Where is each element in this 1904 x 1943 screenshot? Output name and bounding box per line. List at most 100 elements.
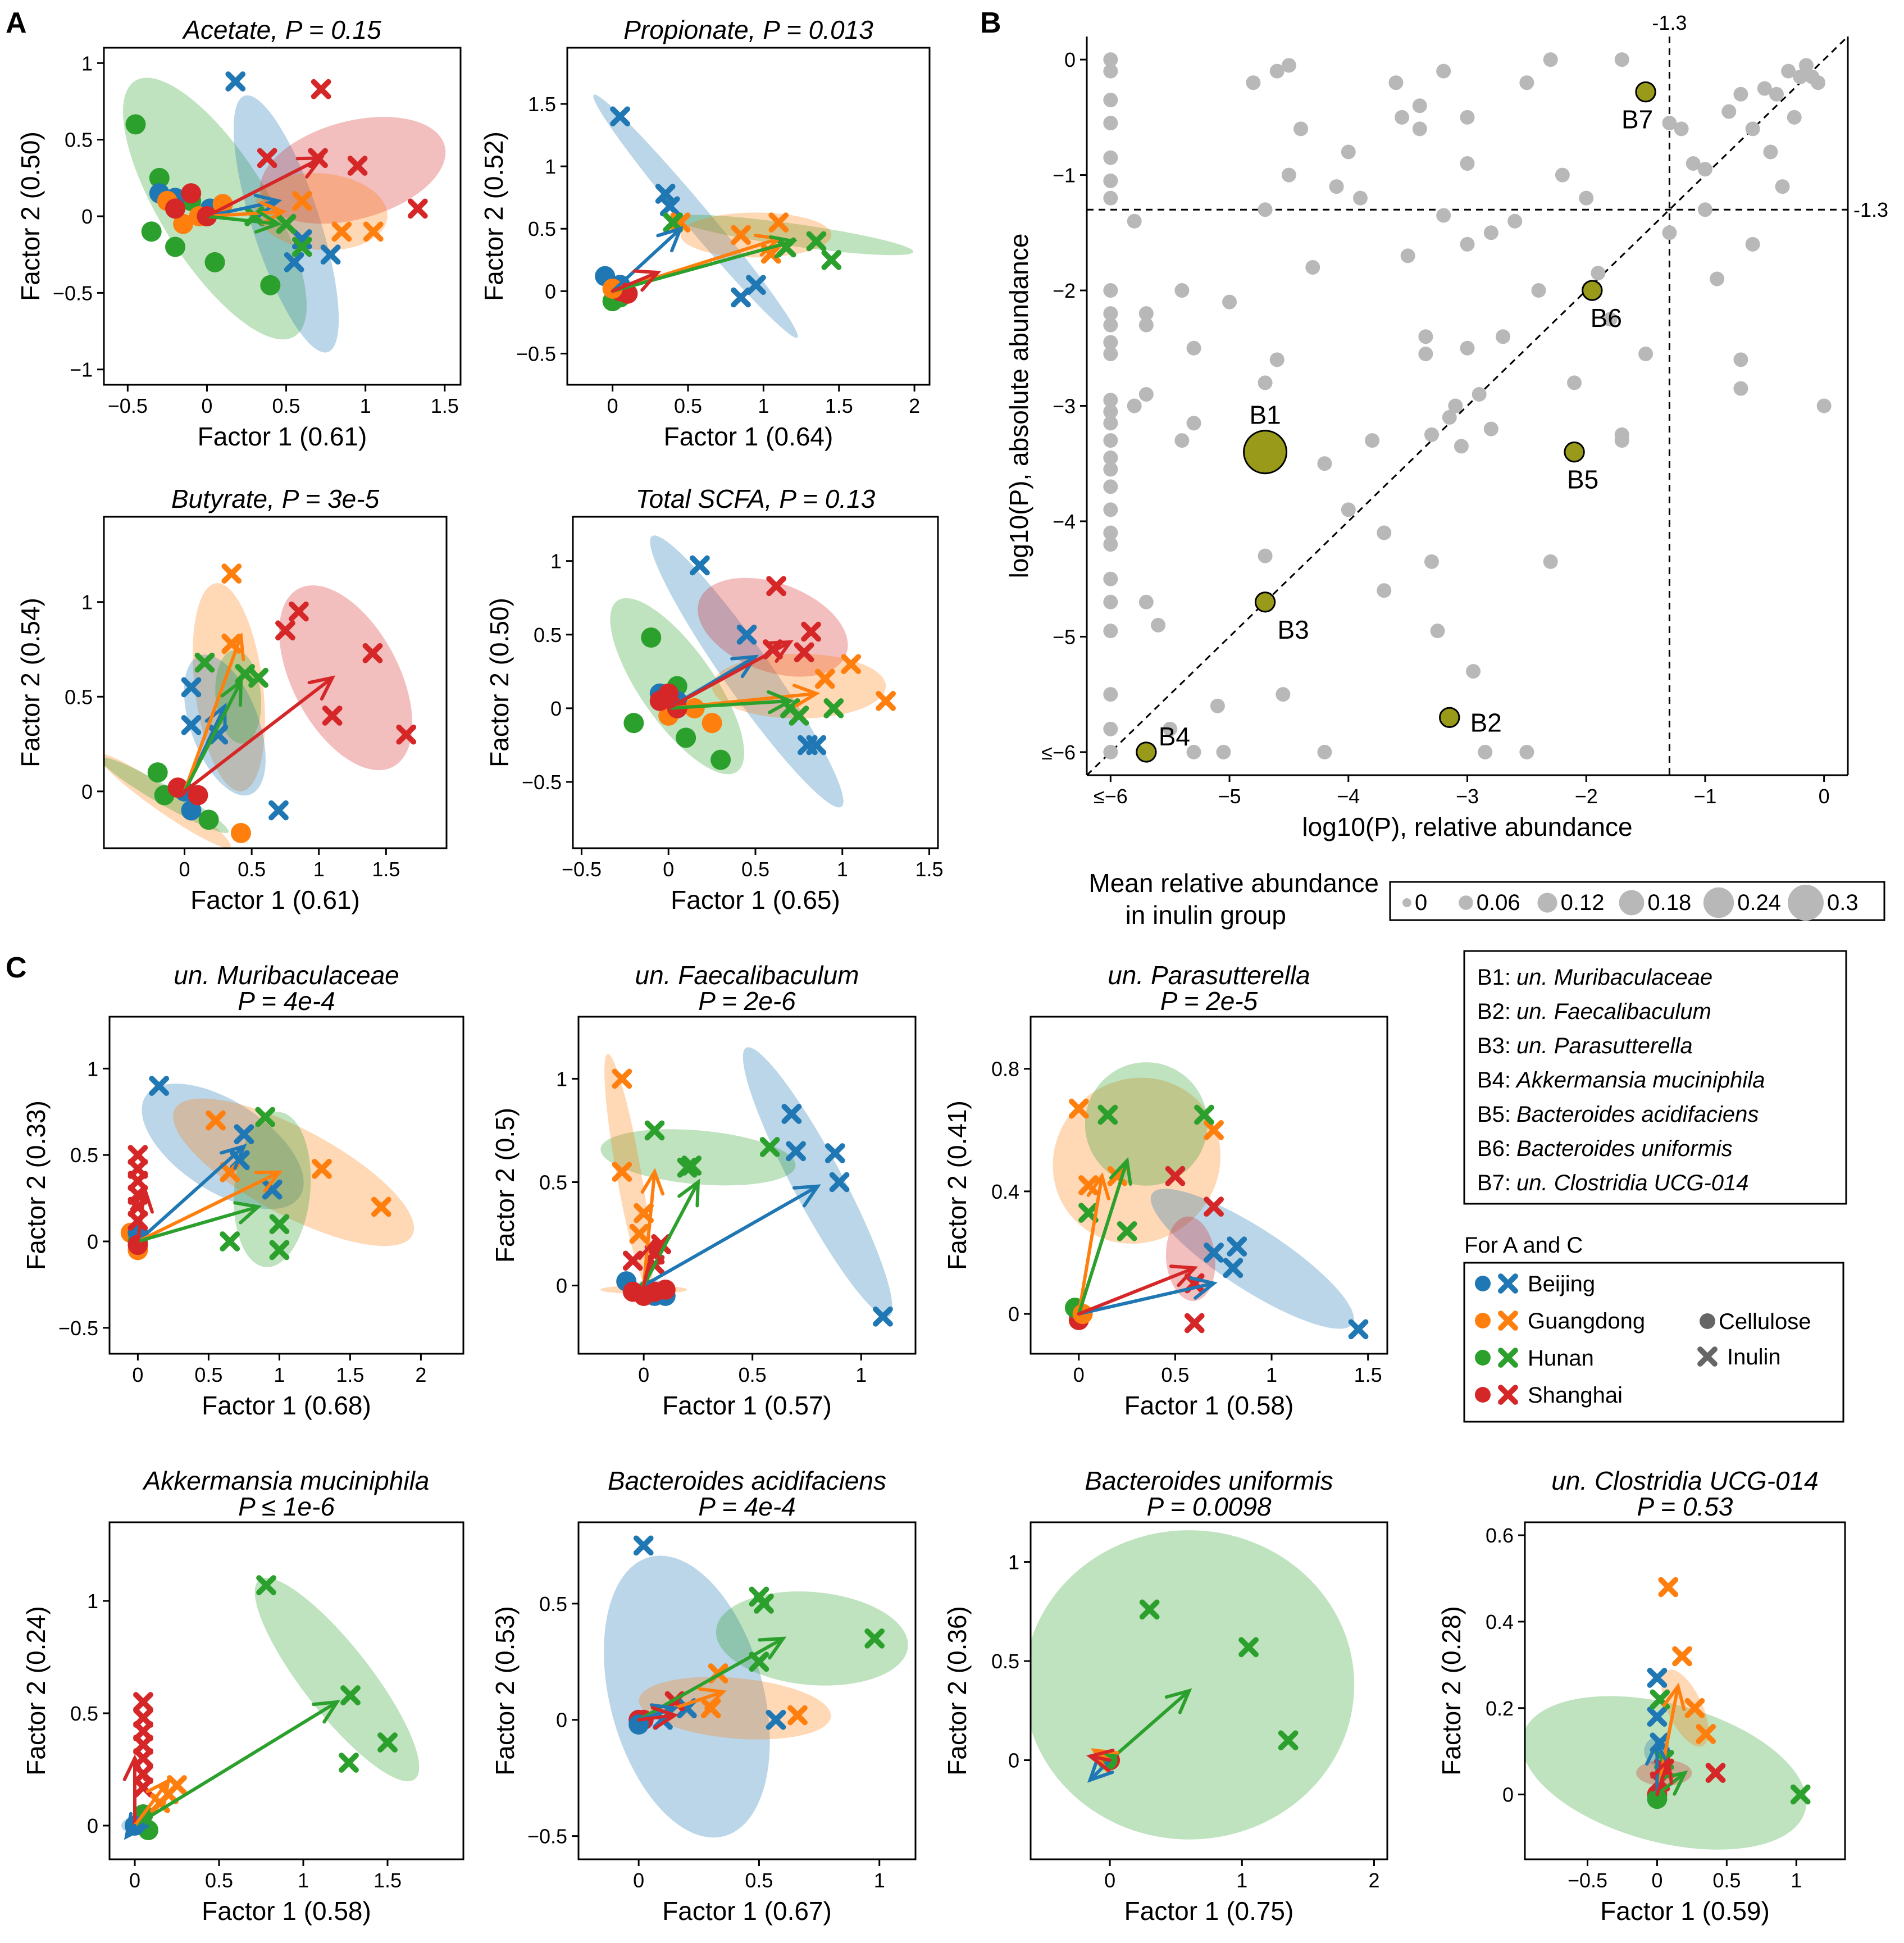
y-axis-label: Factor 2 (0.5) [490,1108,520,1263]
arrowhead-hunan [220,678,243,707]
highlight-point-b7 [1635,81,1656,103]
marker-stroke [681,1155,702,1176]
ellipse-beijing [604,1555,770,1838]
y-tick-label: 0 [1008,1303,1019,1326]
inulin-point-hunan [1194,1104,1214,1125]
taxon-point [1216,744,1231,759]
plot-subtitle: P ≤ 1e-6 [238,1492,335,1521]
marker-stroke [1498,1348,1518,1368]
y-tick-label: 0.4 [1486,1610,1514,1633]
cellulose-point-hunan [149,167,170,188]
marker-stroke [1068,1098,1089,1119]
y-tick-label: 0 [545,280,556,303]
marker-stroke [268,800,289,821]
taxon-point [1543,554,1558,569]
marker-stroke [1204,1120,1224,1140]
arrow-hunan [133,1700,339,1827]
taxon-point [1430,624,1445,639]
arrow-hunan [667,699,792,710]
inulin-point-hunan [749,1651,769,1672]
inulin-point-guangdong [814,668,835,689]
arrow-hunan [183,680,243,793]
plot-area [600,1047,893,1327]
taxon-point [1281,58,1296,73]
arrowhead-hunan [1109,1157,1132,1186]
taxon-point [1602,312,1618,327]
x-axis-label: Factor 1 (0.65) [671,885,840,914]
arrow-beijing [1077,1281,1216,1316]
plot-area [604,1535,908,1838]
taxon-point [1127,398,1142,413]
marker-stroke [371,1196,391,1217]
plot-frame [108,1016,464,1355]
arrowhead-shanghai [130,1185,154,1214]
marker-stroke [1117,1221,1137,1241]
legend-cellulose-hunan [1475,1350,1491,1366]
taxon-point [1448,398,1463,413]
inulin-point-shanghai [1204,1196,1224,1217]
marker-stroke [690,555,710,576]
taxa-code: B2: [1477,999,1511,1024]
marker-stroke [220,1231,240,1252]
inulin-point-guangdong [312,1158,332,1179]
inulin-point-shanghai [622,1250,643,1271]
plot-frame [577,1016,917,1355]
y-tick-label: −0.5 [522,771,562,794]
taxon-point [1388,75,1404,90]
inulin-point-guangdong [371,1196,391,1217]
arrow-hunan [642,1180,700,1287]
legend-cellulose-shanghai [1475,1387,1491,1403]
y-tick-label: 0 [1008,1749,1019,1772]
inulin-point-shanghai [347,156,368,176]
x-tick-label: 1 [313,858,325,881]
inulin-point-beijing [786,1141,806,1162]
y-tick-label: 0.8 [991,1058,1019,1081]
taxa-name: Bacteroides acidifaciens [1516,1102,1759,1127]
highlight-point-b5 [1564,441,1585,463]
taxon-point [1103,594,1118,609]
x-tick-label: 1 [360,394,371,417]
x-tick-label: 0.5 [1161,1363,1189,1386]
threshold-label-right: -1.3 [1853,198,1888,221]
marker-stroke [256,1575,276,1595]
taxon-point [1519,744,1534,759]
taxon-point [1721,104,1737,119]
y-tick-label: 1 [545,155,556,178]
taxa-legend-entry: B6: Bacteroides uniformis [1477,1136,1733,1161]
x-tick-label: 0 [1073,1363,1085,1386]
inulin-point-guangdong [1658,1577,1679,1598]
arrow-shanghai [667,640,792,710]
x-tick-label: 0.5 [739,1363,767,1386]
marker-stroke [269,1240,290,1261]
taxa-legend-box [1463,950,1847,1205]
y-axis-label: log10(P), absolute abundance [1004,234,1033,579]
size-legend-label: 0 [1415,890,1427,915]
taxon-point [1798,58,1814,73]
taxon-point [1103,116,1118,131]
marker-stroke [255,1107,276,1127]
marker-stroke [1348,1319,1369,1340]
taxon-point [1186,744,1201,759]
arrow-shanghai [1077,1266,1196,1316]
marker-stroke [1498,1273,1518,1294]
taxon-point [1400,248,1415,263]
arrow-guangdong [136,1170,281,1243]
y-tick-label: −3 [1053,395,1076,418]
marker-stroke [787,1705,808,1726]
inulin-point-hunan [806,231,827,252]
inulin-point-hunan [340,1685,361,1705]
taxon-point [1103,173,1118,188]
marker-stroke [634,1203,654,1223]
y-axis-label: Factor 2 (0.52) [479,131,508,301]
cellulose-point-shanghai [188,785,208,806]
inulin-point-guangdong [731,225,751,245]
inulin-point-guangdong [206,1110,226,1131]
taxon-point [1258,548,1273,563]
plot-title: Akkermansia muciniphila [142,1466,430,1495]
marker-stroke [149,1076,170,1096]
inulin-point-beijing [268,800,289,821]
inulin-point-hunan [276,213,297,234]
x-tick-label: 0.5 [745,1869,773,1892]
